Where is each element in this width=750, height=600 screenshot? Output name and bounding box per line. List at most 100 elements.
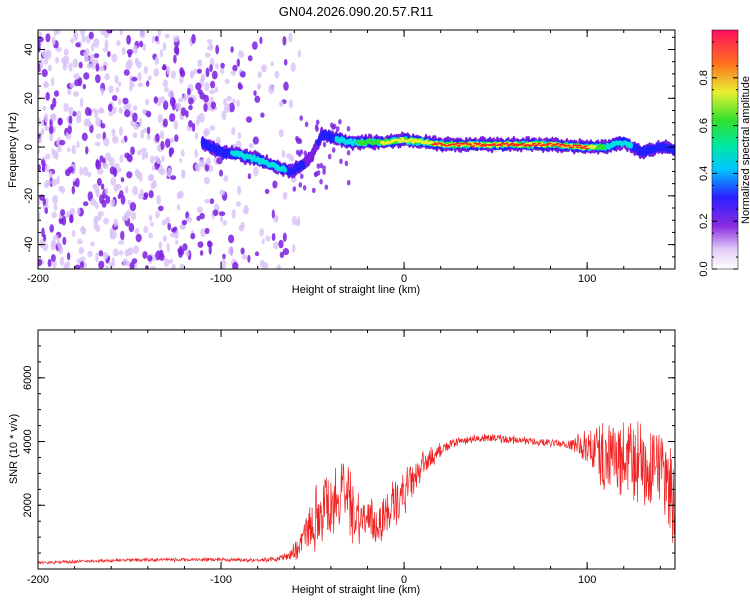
ridge-segment: [577, 144, 582, 147]
noise-blob: [298, 138, 303, 145]
ridge-segment: [504, 142, 509, 145]
noise-blob: [197, 89, 203, 95]
noise-blob: [99, 65, 105, 72]
noise-blob: [86, 63, 92, 69]
noise-blob: [278, 239, 284, 249]
noise-blob: [117, 81, 122, 87]
noise-blob: [47, 64, 53, 72]
noise-blob: [55, 151, 59, 160]
noise-blob: [50, 77, 55, 87]
noise-blob: [194, 162, 201, 172]
noise-blob: [52, 234, 59, 240]
noise-blob: [295, 149, 300, 156]
noise-blob: [204, 82, 210, 92]
noise-blob: [199, 250, 204, 256]
noise-blob: [181, 169, 185, 178]
noise-blob: [132, 105, 138, 111]
noise-blob: [142, 127, 148, 133]
noise-blob: [65, 213, 70, 219]
noise-blob: [132, 112, 138, 123]
noise-blob: [58, 244, 64, 255]
noise-blob: [204, 52, 211, 58]
noise-blob: [87, 191, 94, 202]
colorbar-tick-label: 0.6: [698, 118, 710, 133]
noise-blob: [182, 243, 188, 251]
y-tick-label: -40: [23, 237, 35, 253]
ridge-segment: [491, 143, 496, 146]
noise-blob: [312, 187, 316, 194]
noise-blob: [167, 223, 171, 231]
noise-blob: [207, 240, 212, 246]
noise-blob: [56, 175, 60, 185]
noise-blob: [91, 43, 95, 52]
noise-blob: [203, 103, 208, 112]
noise-blob: [235, 201, 241, 207]
noise-blob: [67, 125, 72, 135]
noise-blob: [169, 113, 176, 122]
noise-blob: [259, 259, 265, 268]
noise-blob: [134, 228, 140, 235]
noise-blob: [346, 150, 351, 156]
ridge-segment: [576, 146, 580, 149]
noise-blob: [99, 194, 105, 205]
noise-blob: [231, 127, 236, 136]
ridge-segment: [431, 143, 436, 146]
noise-blob: [53, 203, 58, 211]
noise-blob: [208, 245, 212, 255]
noise-blob: [149, 265, 157, 269]
ridge-segment: [557, 145, 562, 147]
noise-blob: [96, 133, 102, 140]
noise-blob: [331, 124, 336, 130]
noise-blob: [73, 73, 80, 80]
noise-blob: [195, 82, 202, 91]
noise-blob: [210, 101, 216, 110]
x-tick-label: -100: [210, 574, 232, 586]
noise-blob: [174, 134, 179, 142]
noise-blob: [164, 33, 170, 39]
x-tick-label: 100: [578, 574, 596, 586]
noise-blob: [113, 163, 120, 169]
noise-blob: [133, 245, 140, 255]
noise-blob: [134, 168, 140, 177]
ridge-segment: [482, 145, 487, 147]
noise-blob: [127, 51, 132, 58]
noise-blob: [162, 42, 167, 51]
noise-blob: [63, 102, 69, 112]
ridge-segment: [471, 145, 476, 147]
noise-blob: [62, 62, 67, 71]
noise-blob: [156, 195, 161, 205]
noise-blob: [68, 106, 74, 116]
noise-blob: [230, 46, 234, 53]
noise-blob: [93, 53, 100, 59]
noise-blob: [259, 36, 263, 45]
noise-blob: [56, 146, 63, 153]
noise-blob: [48, 170, 53, 179]
noise-blob: [261, 64, 267, 73]
noise-blob: [147, 75, 152, 81]
noise-blob: [100, 183, 105, 190]
spectrogram-ylabel: Frequency (Hz): [7, 112, 19, 188]
noise-blob: [114, 74, 119, 84]
noise-blob: [191, 33, 196, 44]
noise-blob: [122, 97, 129, 105]
noise-blob: [200, 73, 206, 82]
noise-blob: [122, 258, 128, 267]
noise-blob: [215, 63, 219, 69]
noise-blob: [209, 96, 214, 103]
noise-blob: [196, 68, 202, 74]
noise-blob: [154, 35, 159, 42]
noise-blob: [273, 241, 279, 250]
noise-blob: [252, 136, 259, 145]
noise-blob: [75, 177, 80, 188]
noise-blob: [200, 228, 207, 238]
noise-blob: [116, 167, 122, 173]
ridge-segment: [528, 141, 533, 146]
x-tick-label: -100: [210, 273, 232, 285]
noise-blob: [111, 257, 115, 265]
noise-blob: [209, 198, 215, 205]
noise-blob: [319, 162, 324, 169]
y-tick-label: 20: [23, 92, 35, 104]
noise-blob: [110, 199, 116, 207]
noise-blob: [230, 70, 237, 76]
noise-blob: [254, 95, 261, 103]
